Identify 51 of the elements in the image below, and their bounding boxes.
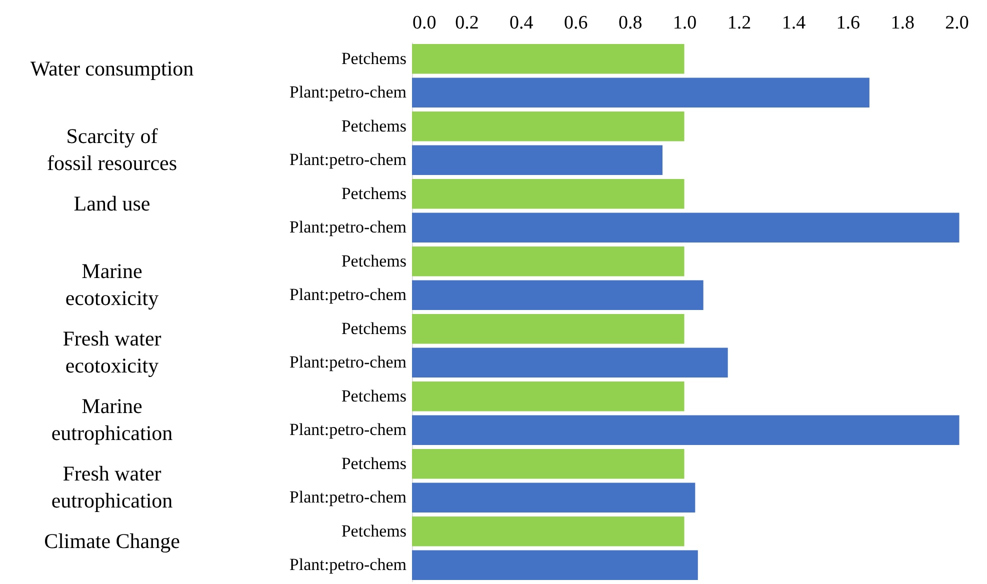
y-tick-label: Plant:petro-chem: [289, 150, 406, 170]
y-tick-label: Plant:petro-chem: [289, 218, 406, 237]
y-tick-label: Petchems: [341, 521, 406, 540]
text: Climate Change: [44, 528, 180, 553]
text: Marine ecotoxicity: [65, 258, 160, 310]
x-tick-label: 1.4: [782, 12, 806, 34]
bar: [412, 550, 698, 580]
y-tick-label: Plant:petro-chem: [289, 352, 406, 372]
y-tick-label: Petchems: [341, 48, 406, 68]
y-tick-label: Plant:petro-chem: [289, 488, 406, 507]
x-tick-label: 2.0: [945, 12, 969, 34]
bar: [412, 78, 870, 108]
text: Land use: [74, 191, 150, 216]
bar: [412, 516, 684, 546]
text: Fresh water ecotoxicity: [62, 326, 162, 378]
bar: [412, 179, 684, 209]
y-tick-label: Petchems: [341, 251, 406, 270]
y-tick-label: Petchems: [341, 184, 406, 203]
bar: [412, 348, 728, 378]
text: Scarcity of fossil resources: [46, 124, 178, 175]
bar: [412, 212, 960, 242]
x-tick-label: 1.6: [836, 12, 860, 34]
y-tick-label: Petchems: [341, 116, 406, 136]
bar: [412, 246, 684, 276]
y-tick-label: Plant:petro-chem: [289, 555, 406, 574]
x-tick-label: 1.2: [727, 12, 752, 34]
bar: [412, 314, 684, 344]
x-tick-label: 0.0: [412, 12, 436, 34]
x-tick-label: 0.8: [618, 12, 642, 34]
y-tick-label: Petchems: [341, 318, 406, 338]
x-tick-label: 1.0: [672, 12, 697, 34]
bar: [412, 382, 684, 412]
bar: [412, 44, 684, 74]
text: Fresh water eutrophication: [51, 461, 174, 512]
x-tick-label: 1.8: [890, 12, 914, 34]
y-tick-label: Plant:petro-chem: [289, 285, 406, 304]
x-tick-label: 0.6: [564, 12, 588, 34]
x-tick-label: 0.2: [455, 12, 479, 34]
bar: [412, 449, 684, 479]
bar: [412, 280, 704, 310]
y-tick-label: Plant:petro-chem: [289, 420, 406, 440]
text: Marine eutrophication: [51, 394, 174, 445]
bar: [412, 415, 960, 445]
bar: [412, 482, 696, 512]
y-tick-label: Petchems: [341, 386, 406, 406]
bar: [412, 112, 684, 142]
x-tick-label: 0.4: [510, 12, 534, 34]
y-tick-label: Plant:petro-chem: [289, 82, 406, 102]
bar: [412, 145, 662, 175]
y-tick-label: Petchems: [341, 454, 406, 473]
text: Water consumption: [30, 56, 194, 80]
